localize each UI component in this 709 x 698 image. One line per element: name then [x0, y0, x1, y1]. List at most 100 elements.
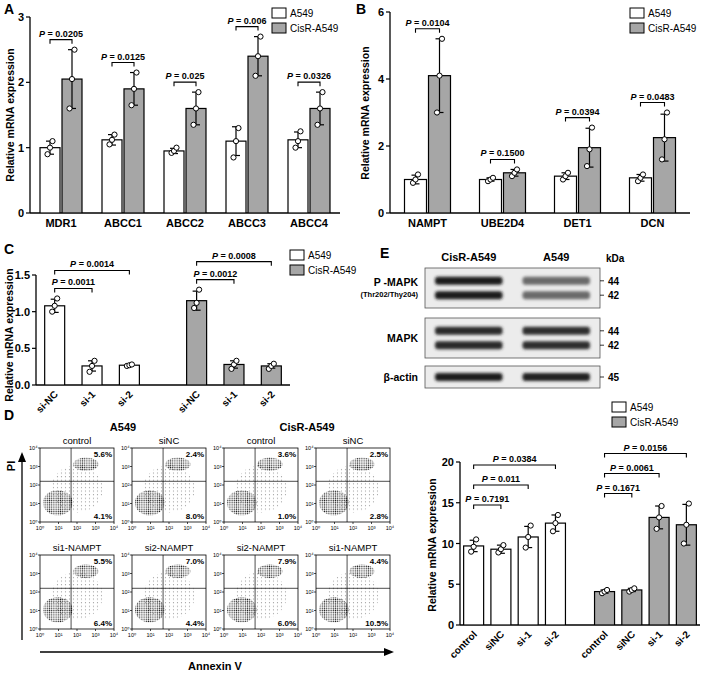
- error-bar: [436, 39, 444, 113]
- y-axis-label: PI: [5, 461, 17, 471]
- bar: [491, 549, 511, 625]
- data-point: [131, 86, 136, 91]
- x-tick-label: ABCC3: [228, 217, 266, 229]
- x-tick: [279, 522, 280, 524]
- marks: [464, 501, 697, 625]
- panel-letter: E: [380, 245, 389, 261]
- p-value: P = 0.0008: [212, 251, 256, 261]
- data-point: [589, 125, 594, 130]
- x-tick-label: 10³: [276, 525, 284, 531]
- legend-label: CisR-A549: [308, 265, 357, 276]
- data-point: [413, 177, 418, 182]
- quadrant-line: [71, 555, 72, 629]
- p-value: P = 0.0205: [39, 29, 83, 39]
- quadrant-percent: 7.9%: [278, 557, 296, 566]
- legend-swatch: [290, 250, 304, 260]
- flow-plot: control5.6%4.1%10⁰10¹10²10³10⁴10⁰10¹10²1…: [29, 435, 119, 531]
- bar: [622, 590, 642, 625]
- y-tick-label: 10⁰: [121, 519, 130, 525]
- plot-frame: [40, 448, 114, 522]
- y-tick: [130, 485, 132, 486]
- y-tick: [314, 573, 316, 574]
- x-tick-label: 10²: [73, 632, 81, 638]
- plot-frame: [132, 448, 206, 522]
- annotations: P = 0.7191P = 0.011P = 0.0384P = 0.1671P…: [465, 443, 686, 509]
- marker-label: 44: [608, 276, 620, 287]
- data-point: [69, 76, 74, 81]
- band: [435, 341, 503, 349]
- x-tick: [390, 522, 391, 524]
- marker-label: 44: [608, 326, 620, 337]
- marker-tick: [600, 330, 604, 331]
- quadrant-percent: 6.4%: [94, 619, 112, 628]
- data-point: [584, 164, 589, 169]
- band: [523, 373, 591, 381]
- x-tick: [95, 522, 96, 524]
- column-label: CisR-A549: [441, 251, 496, 263]
- y-tick: [130, 466, 132, 467]
- x-tick: [95, 629, 96, 631]
- x-tick-label: UBE2D4: [481, 217, 525, 229]
- band: [435, 327, 503, 335]
- y-axis-label: Relative mRNA expression: [3, 268, 15, 401]
- data-point: [437, 73, 442, 78]
- plot-frame: [316, 555, 390, 629]
- marks: [40, 34, 330, 213]
- x-tick-label: 10⁰: [312, 632, 321, 638]
- axis-arrow: [21, 458, 22, 640]
- x-tick: [169, 522, 170, 524]
- flow-panel: DA549control5.6%4.1%10⁰10¹10²10³10⁴10⁰10…: [4, 407, 395, 672]
- y-tick-label: 10¹: [30, 608, 38, 614]
- y-tick-label: 10³: [122, 571, 130, 577]
- p-value: P = 0.0125: [101, 52, 145, 62]
- x-tick: [206, 522, 207, 524]
- x-tick-label: 10³: [184, 632, 192, 638]
- x-tick-label: 10²: [257, 525, 265, 531]
- x-tick-label: ABCC4: [290, 217, 329, 229]
- data-point: [654, 526, 659, 531]
- x-tick-label: siNC: [482, 629, 506, 653]
- panel-letter: A: [4, 1, 14, 17]
- p-value: P = 0.0014: [70, 259, 114, 269]
- quadrant-line: [163, 555, 164, 629]
- x-tick: [298, 629, 299, 631]
- flow-plot: siNC2.5%2.8%10⁰10¹10²10³10⁴10⁰10¹10²10³1…: [305, 435, 395, 531]
- marker-tick: [600, 345, 604, 346]
- data-point: [47, 145, 52, 150]
- data-point: [528, 523, 533, 528]
- quadrant-line: [316, 481, 390, 482]
- legend-swatch: [630, 8, 644, 18]
- quadrant-line: [40, 481, 114, 482]
- data-point: [632, 586, 637, 591]
- error-bar: [682, 504, 690, 545]
- x-axis: [36, 384, 290, 385]
- x-tick-label: control: [578, 628, 610, 660]
- plot-label: siNC: [159, 435, 180, 446]
- y-tick-label: 0: [448, 619, 454, 631]
- flow-plot: siNC2.4%8.0%10⁰10¹10²10³10⁴10⁰10¹10²10³1…: [121, 435, 211, 531]
- x-tick-label: 10⁰: [312, 525, 321, 531]
- y-axis-label: Relative mRNA expression: [426, 478, 438, 611]
- y-axis-label: Relative mRNA expression: [359, 46, 371, 179]
- x-tick-label: DCN: [641, 217, 665, 229]
- bracket: [197, 262, 272, 266]
- p-value: P = 0.0061: [610, 463, 654, 473]
- y-axis: [29, 17, 30, 213]
- y-tick: [38, 448, 40, 449]
- y-tick: [222, 610, 224, 611]
- y-tick: [314, 610, 316, 611]
- data-point: [174, 145, 179, 150]
- legend-label: A549: [308, 250, 332, 261]
- annotations: P = 0.0011P = 0.0014P = 0.0012P = 0.0008: [52, 251, 272, 293]
- x-tick-label: control: [447, 628, 479, 660]
- legend: A549 CisR-A549: [290, 250, 357, 276]
- data-point: [439, 36, 444, 41]
- bracket: [55, 288, 92, 292]
- y-tick-label: 10⁰: [305, 626, 314, 632]
- y-tick-label: 10: [442, 538, 454, 550]
- data-point: [231, 155, 236, 160]
- arrow-head: [384, 648, 394, 656]
- x-tick: [334, 629, 335, 631]
- quadrant-percent: 10.5%: [365, 619, 388, 628]
- y-tick: [456, 461, 460, 462]
